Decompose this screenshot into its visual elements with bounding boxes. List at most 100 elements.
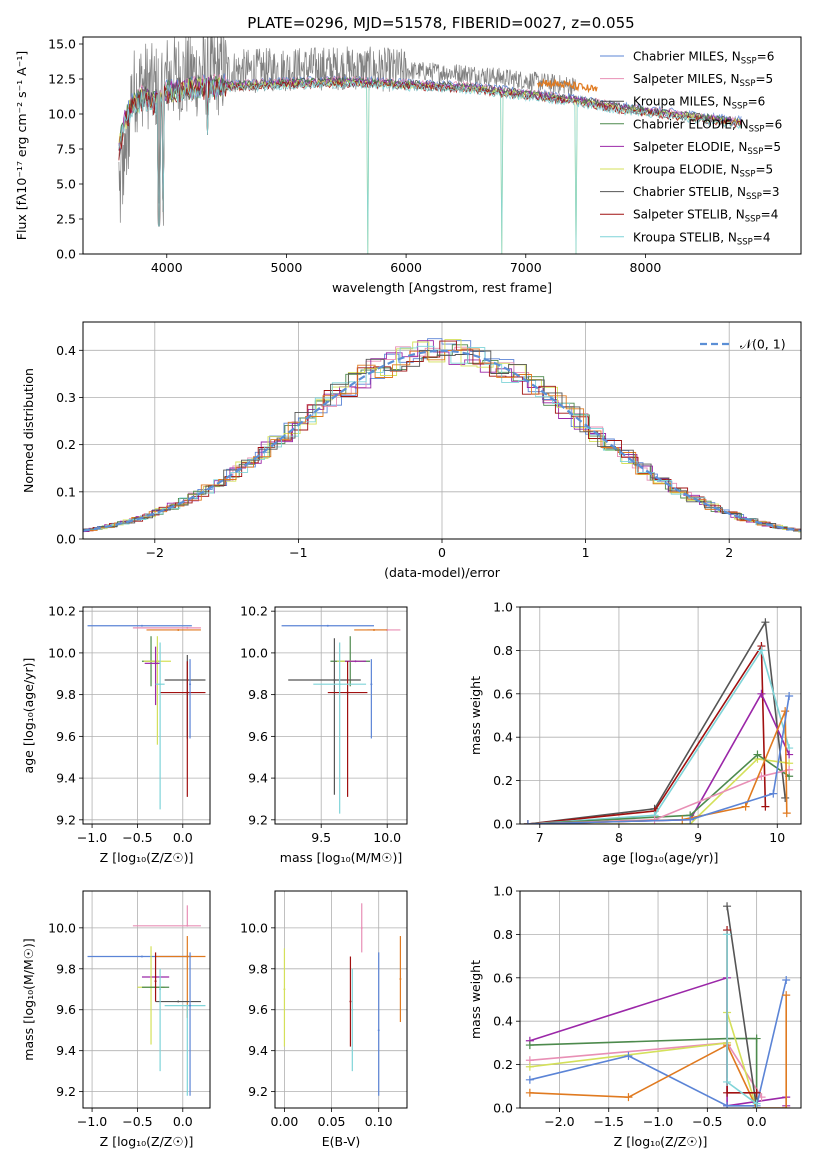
panel-mass-vs-Z: −1.0 −0.5 0.0 9.2 9.4 9.6 9.8 10.0 Z [log₁₀(Z/Z☉…	[21, 890, 211, 1149]
series-marker	[782, 1104, 791, 1108]
y-tick-label: 9.4	[56, 771, 76, 786]
x-tick-label: 8	[615, 830, 623, 845]
panel-age-vs-mass: 9.5 10.0 9.2 9.4 9.6 9.8 10.0 10.2 mass [log₁₀(M…	[240, 604, 408, 865]
series-marker	[781, 707, 790, 716]
x-tick-label: 0.00	[271, 1114, 299, 1129]
figure-title: PLATE=0296, MJD=51578, FIBERID=0027, z=0…	[247, 14, 634, 32]
data-point	[154, 662, 157, 665]
data-point	[140, 955, 143, 958]
series-marker	[753, 750, 762, 759]
data-point	[186, 626, 189, 629]
series-marker	[723, 1077, 732, 1086]
x-axis-label: Z [log₁₀(Z/Z☉)]	[100, 1134, 194, 1149]
y-tick-label: 10.0	[240, 645, 268, 660]
y-tick-label: 10.0	[240, 920, 268, 935]
y-tick-label: 0.8	[493, 927, 513, 942]
data-point	[159, 683, 162, 686]
y-tick-label: 9.8	[56, 687, 76, 702]
y-tick-label: 0.2	[56, 437, 76, 452]
x-axis-label: E(B-V)	[322, 1134, 361, 1149]
x-tick-label: 7000	[510, 260, 542, 275]
x-tick-label: −0.5	[692, 1114, 722, 1129]
observed-spectrum	[118, 37, 577, 226]
y-tick-label: 0.2	[493, 1057, 513, 1072]
legend-entry: Kroupa STELIB, NSSP=4	[633, 230, 771, 247]
x-tick-label: −0.5	[122, 830, 152, 845]
y-tick-label: 0.2	[493, 773, 513, 788]
series-marker	[624, 1093, 633, 1102]
y-tick-label: 9.6	[248, 1002, 268, 1017]
y-tick-label: 0.4	[493, 1014, 513, 1029]
legend-entry: Chabrier STELIB, NSSP=3	[633, 185, 780, 202]
panel-age-vs-Z: −1.0 −0.5 0.0 9.2 9.4 9.6 9.8 10.0 10.2 Z [log₁₀(…	[21, 604, 211, 865]
data-point	[360, 926, 363, 929]
y-axis-label: mass weight	[468, 960, 483, 1039]
plot-area	[523, 618, 794, 824]
plot-area	[87, 905, 206, 1096]
series-marker	[752, 1088, 761, 1097]
panels: 4000 5000 6000 7000 80000.02.55.07.510.012.5…	[14, 36, 802, 1149]
series-line	[527, 758, 790, 824]
y-tick-label: 0.1	[56, 484, 76, 499]
data-point	[377, 1029, 380, 1032]
series-marker	[782, 991, 791, 1000]
y-tick-label: 5.0	[56, 177, 76, 192]
plot-frame	[274, 890, 408, 1109]
data-point	[399, 978, 402, 981]
series-marker	[782, 809, 791, 818]
model-fit-line	[537, 78, 598, 94]
x-tick-label: 4000	[151, 260, 183, 275]
series-marker	[757, 646, 766, 655]
series-marker	[752, 1034, 761, 1043]
data-point	[346, 691, 349, 694]
y-axis-label: Normed distribution	[21, 368, 36, 493]
data-point	[326, 624, 329, 627]
y-tick-label: 0.4	[56, 343, 76, 358]
series-marker	[752, 1099, 761, 1108]
data-point	[186, 955, 189, 958]
panel-spectrum: 4000 5000 6000 7000 8000 0.0 2.5 5.0 7.5 10.0 12.5…	[14, 36, 802, 295]
series-line	[527, 619, 786, 824]
y-tick-label: 7.5	[56, 142, 76, 157]
series-line	[527, 753, 790, 824]
series-marker	[523, 820, 532, 824]
x-axis-label: wavelength [Angstrom, rest frame]	[332, 280, 552, 295]
data-point	[189, 1004, 192, 1007]
plot-frame	[82, 321, 802, 540]
plot-area	[525, 902, 791, 1108]
panel-mass-weight-vs-age: 7 8 9 10 0.0 0.2 0.4 0.6 0.8 1.0 age [log₁₀(age/yr…	[468, 600, 802, 865]
legend-entry: Kroupa ELODIE, NSSP=5	[633, 163, 773, 180]
data-point	[186, 691, 189, 694]
y-tick-label: 0.6	[493, 970, 513, 985]
data-point	[159, 988, 162, 991]
y-tick-label: 2.5	[56, 212, 76, 227]
series-marker	[757, 689, 766, 698]
y-tick-label: 10.2	[240, 604, 268, 619]
y-tick-label: 9.8	[56, 961, 76, 976]
x-tick-label: 0	[438, 545, 446, 560]
x-axis-label: Z [log₁₀(Z/Z☉)]	[100, 850, 194, 865]
series-marker	[769, 789, 778, 798]
series-marker	[686, 815, 695, 824]
panel-mass-vs-EBV: 0.00 0.05 0.10 9.2 9.4 9.6 9.8 10.0 E(B-V)	[240, 890, 408, 1149]
panel-mass-weight-vs-Z: −2.0 −1.5 −1.0 −0.5 0.0 0.0 0.2 0.4 0.6 0.8 1.0 Z […	[468, 884, 802, 1149]
series-line	[527, 648, 790, 824]
x-tick-label: 2	[725, 545, 733, 560]
y-tick-label: 0.6	[493, 686, 513, 701]
x-tick-label: −2.0	[544, 1114, 574, 1129]
data-point	[140, 624, 143, 627]
legend-entry: 𝒩(0, 1)	[740, 337, 786, 352]
y-tick-label: 9.6	[56, 1002, 76, 1017]
x-tick-label: 0.0	[747, 1114, 767, 1129]
y-tick-label: 12.5	[48, 72, 76, 87]
plot-area	[281, 624, 401, 814]
x-tick-label: −1.5	[594, 1114, 624, 1129]
x-axis-label: (data-model)/error	[384, 565, 501, 580]
data-point	[154, 980, 157, 983]
data-point	[338, 683, 341, 686]
series-marker	[741, 802, 750, 811]
y-tick-label: 9.2	[248, 1084, 268, 1099]
y-tick-label: 0.0	[56, 247, 76, 262]
series-line	[527, 643, 767, 824]
y-tick-label: 0.0	[56, 532, 76, 547]
